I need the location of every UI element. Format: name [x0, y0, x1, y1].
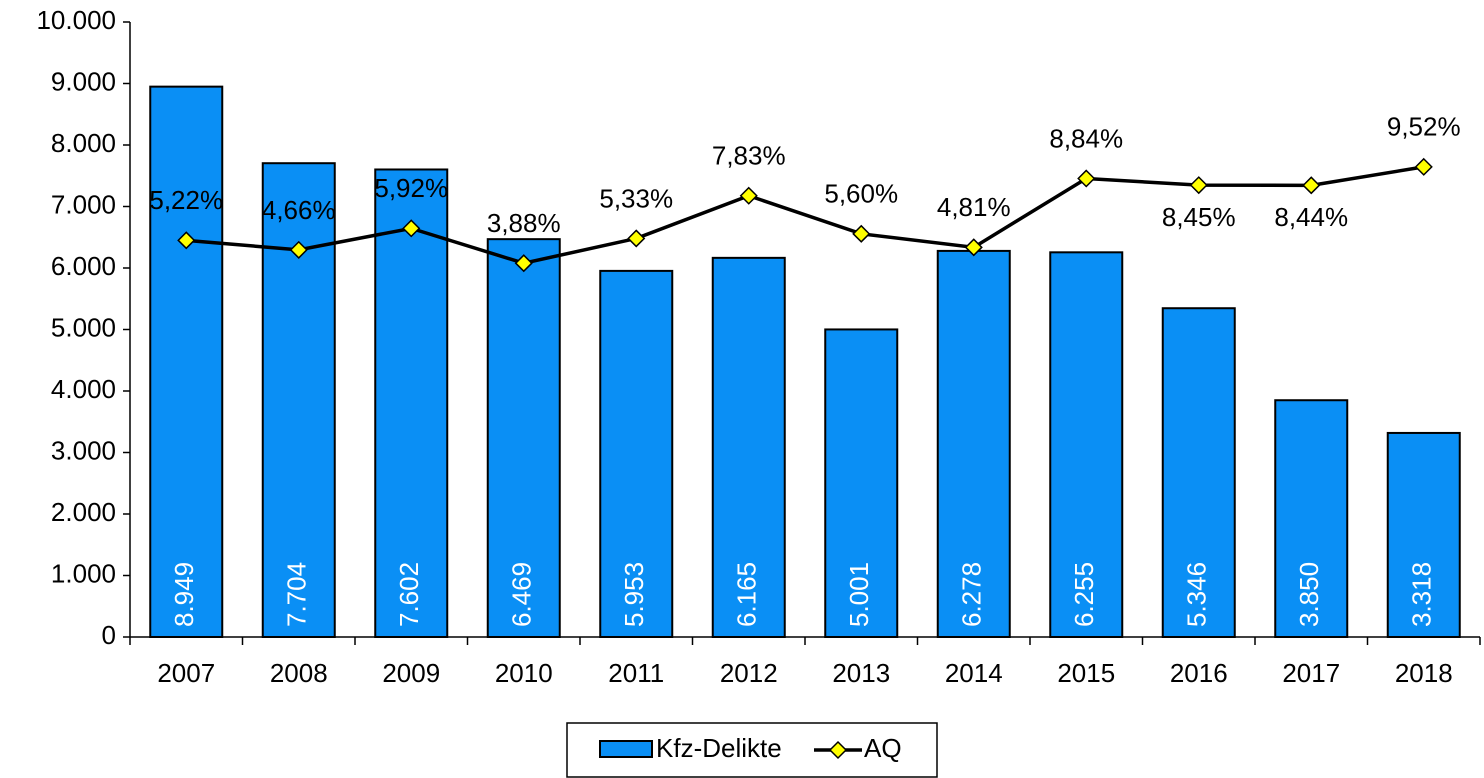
line-value-label: 5,33% [599, 183, 673, 213]
y-tick-label: 9.000 [51, 66, 116, 96]
y-tick-label: 6.000 [51, 251, 116, 281]
marker [627, 229, 646, 248]
bar [936, 249, 1011, 638]
x-tick-label: 2013 [832, 658, 890, 688]
marker [964, 238, 983, 257]
line-value-label: 5,92% [374, 173, 448, 203]
y-tick-label: 3.000 [51, 435, 116, 465]
bar-value-label: 6.165 [732, 562, 762, 627]
marker [177, 231, 196, 250]
marker [1414, 157, 1433, 176]
line-value-label: 8,45% [1162, 202, 1236, 232]
legend-label: AQ [864, 733, 902, 763]
marker [1302, 176, 1321, 195]
line-value-label: 5,22% [149, 185, 223, 215]
x-tick-label: 2011 [608, 658, 664, 688]
bar-value-label: 7.602 [394, 562, 424, 627]
x-tick-label: 2008 [270, 658, 328, 688]
y-tick-label: 10.000 [36, 5, 116, 35]
x-tick-label: 2016 [1170, 658, 1228, 688]
x-tick-label: 2018 [1395, 658, 1453, 688]
x-tick-label: 2017 [1282, 658, 1340, 688]
marker [1077, 169, 1096, 188]
marker [1189, 176, 1208, 195]
legend-label: Kfz-Delikte [656, 733, 782, 763]
y-tick-label: 1.000 [51, 558, 116, 588]
line-value-label: 4,81% [937, 192, 1011, 222]
x-tick-label: 2012 [720, 658, 778, 688]
x-tick-label: 2010 [495, 658, 553, 688]
marker [402, 219, 421, 238]
line-value-label: 3,88% [487, 208, 561, 238]
bar-value-label: 6.255 [1069, 562, 1099, 627]
x-tick-label: 2007 [157, 658, 215, 688]
line-value-label: 8,44% [1274, 202, 1348, 232]
bar [824, 328, 899, 638]
line-value-label: 7,83% [712, 141, 786, 171]
bar [599, 269, 674, 638]
bar-value-label: 5.953 [619, 562, 649, 627]
bar [486, 238, 561, 638]
x-tick-label: 2014 [945, 658, 1003, 688]
y-tick-label: 7.000 [51, 189, 116, 219]
bar-value-label: 7.704 [282, 562, 312, 627]
line-value-label: 8,84% [1049, 123, 1123, 153]
y-tick-label: 5.000 [51, 312, 116, 342]
marker [739, 186, 758, 205]
bar [711, 256, 786, 638]
bar-value-label: 6.469 [507, 562, 537, 627]
bar-value-label: 3.318 [1407, 562, 1437, 627]
bar-value-label: 5.001 [844, 562, 874, 627]
bar-value-label: 5.346 [1182, 562, 1212, 627]
bar [1386, 431, 1461, 638]
bar [1049, 251, 1124, 638]
y-tick-label: 4.000 [51, 374, 116, 404]
marker [852, 224, 871, 243]
bar [1161, 307, 1236, 638]
bar-value-label: 3.850 [1294, 562, 1324, 627]
legend-bar-icon [599, 740, 653, 758]
legend-marker-icon [828, 740, 848, 760]
bar [149, 85, 224, 639]
line-value-label: 5,60% [824, 179, 898, 209]
x-tick-label: 2015 [1057, 658, 1115, 688]
marker [289, 240, 308, 259]
y-tick-label: 8.000 [51, 128, 116, 158]
marker [514, 254, 533, 273]
bar-value-label: 6.278 [957, 562, 987, 627]
bar [1274, 399, 1349, 638]
line-value-label: 4,66% [262, 195, 336, 225]
y-tick-label: 0 [102, 620, 116, 650]
line [186, 165, 1425, 266]
bar-value-label: 8.949 [169, 562, 199, 627]
y-tick-label: 2.000 [51, 497, 116, 527]
bar [374, 168, 449, 639]
x-tick-label: 2009 [382, 658, 440, 688]
line-value-label: 9,52% [1387, 112, 1461, 142]
